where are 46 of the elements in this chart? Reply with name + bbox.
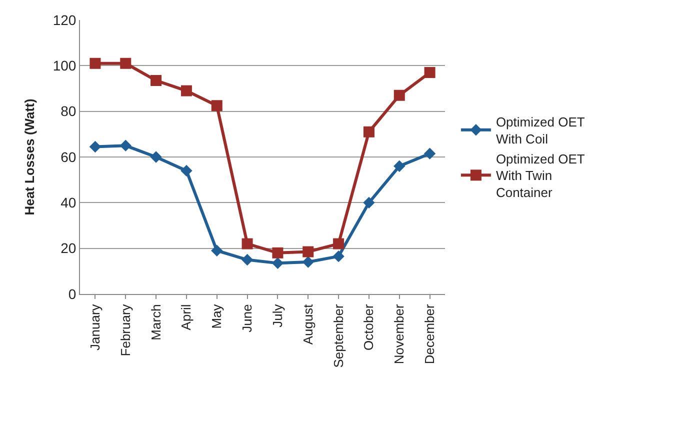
point (120, 58, 132, 69)
point (333, 238, 344, 250)
point (424, 67, 436, 78)
y-tick-label: 60 (60, 148, 76, 165)
x-tick-label: April (178, 304, 194, 330)
point (363, 196, 375, 209)
point (180, 85, 192, 96)
x-tick-label: January (87, 304, 102, 350)
y-tick-label: 100 (52, 58, 76, 74)
x-tick-label: February (118, 304, 133, 356)
y-tick-label: 20 (60, 240, 76, 256)
x-tick-label: November (392, 304, 407, 364)
point (302, 256, 314, 268)
point (150, 151, 162, 163)
point (241, 254, 254, 266)
x-tick-label: June (240, 304, 255, 332)
legend-label: Optimized OET With Twin Container (496, 151, 585, 200)
point (302, 246, 314, 258)
point (394, 160, 406, 172)
x-tick-label: July (270, 304, 285, 328)
legend-label: Optimized OET With Coil (496, 114, 585, 146)
point (394, 90, 405, 101)
y-axis-title: Heat Losses (Watt) (22, 98, 37, 216)
x-tick-label: December (422, 304, 438, 364)
point (89, 140, 102, 153)
y-tick-label: 120 (52, 12, 76, 28)
y-tick-label: 40 (60, 194, 76, 211)
x-tick-label: October (361, 304, 376, 350)
point (272, 247, 284, 258)
x-tick-label: August (300, 304, 316, 345)
point (90, 58, 101, 69)
x-tick-label: September (330, 304, 346, 368)
point (424, 148, 436, 160)
point (120, 140, 132, 152)
point (242, 238, 253, 250)
point (211, 244, 223, 256)
point (180, 164, 192, 177)
x-tick-label: May (209, 304, 224, 329)
point (150, 75, 162, 86)
y-tick-label: 80 (60, 103, 76, 120)
point (363, 126, 374, 138)
x-tick-label: March (148, 304, 164, 340)
y-tick-label: 0 (68, 286, 76, 302)
point (272, 257, 284, 270)
point (332, 250, 344, 262)
point (211, 100, 222, 112)
